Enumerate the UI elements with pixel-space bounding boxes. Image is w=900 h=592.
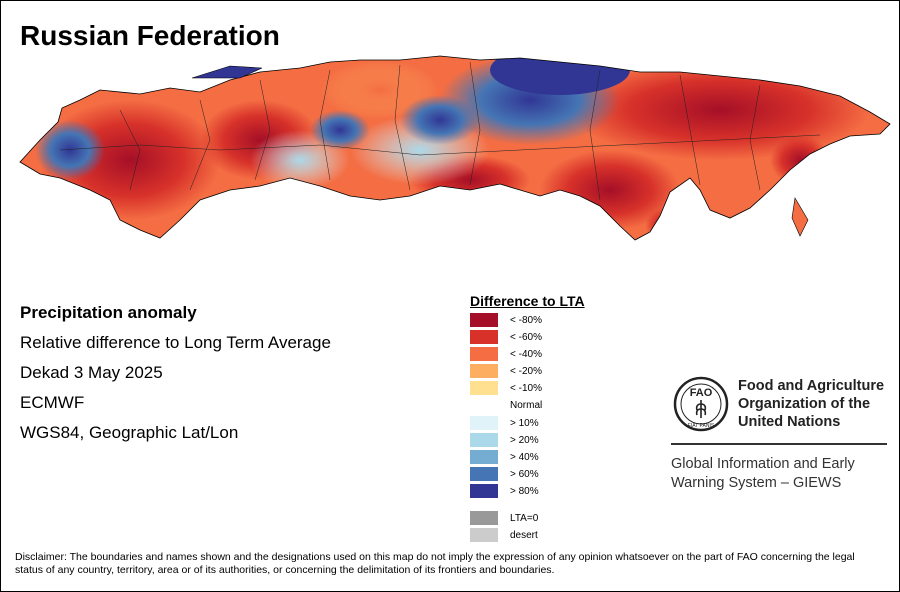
info-heading: Precipitation anomaly bbox=[20, 303, 197, 322]
legend-item: < -20% bbox=[470, 364, 542, 378]
giews-line-1: Global Information and Early bbox=[671, 456, 855, 472]
legend-label: < -20% bbox=[510, 365, 542, 377]
legend-label: > 80% bbox=[510, 485, 539, 497]
legend-item: > 40% bbox=[470, 450, 539, 464]
legend-swatch bbox=[470, 484, 498, 498]
legend-label: < -60% bbox=[510, 331, 542, 343]
legend-item: > 10% bbox=[470, 416, 539, 430]
fao-logo-letters: FAO bbox=[690, 387, 713, 399]
legend-swatch bbox=[470, 364, 498, 378]
anomaly-raster bbox=[20, 56, 890, 240]
precipitation-anomaly-map bbox=[19, 55, 891, 241]
divider bbox=[671, 443, 887, 445]
legend-swatch bbox=[470, 528, 498, 542]
fao-name: Food and Agriculture Organization of the… bbox=[738, 377, 884, 431]
country-outline bbox=[19, 55, 891, 241]
fao-name-line-1: Food and Agriculture bbox=[738, 378, 885, 394]
giews-line-2: Warning System – GIEWS bbox=[671, 475, 842, 491]
legend-item: < -10% bbox=[470, 381, 542, 395]
legend-label: < -40% bbox=[510, 348, 542, 360]
legend-item: < -60% bbox=[470, 330, 542, 344]
legend-item: < -80% bbox=[470, 313, 542, 327]
legend-label: < -80% bbox=[510, 314, 542, 326]
legend-label: > 20% bbox=[510, 434, 539, 446]
legend-title: Difference to LTA bbox=[470, 293, 585, 309]
legend-label: LTA=0 bbox=[510, 512, 539, 524]
legend-swatch bbox=[470, 381, 498, 395]
legend-item: LTA=0 bbox=[470, 511, 538, 525]
novaya-zemlya bbox=[191, 65, 263, 79]
map-title: Russian Federation bbox=[20, 20, 280, 51]
fao-logo: FAO FIAT PANIS bbox=[673, 376, 729, 432]
legend-label: desert bbox=[510, 529, 538, 541]
legend-swatch bbox=[470, 330, 498, 344]
legend-normal-label: Normal bbox=[510, 400, 543, 411]
giews-name: Global Information and Early Warning Sys… bbox=[671, 455, 855, 493]
legend-item: > 80% bbox=[470, 484, 539, 498]
disclaimer-text: Disclaimer: The boundaries and names sho… bbox=[15, 551, 855, 576]
legend-item: > 60% bbox=[470, 467, 539, 481]
legend-swatch bbox=[470, 313, 498, 327]
legend-item: desert bbox=[470, 528, 538, 542]
legend-label: > 40% bbox=[510, 451, 539, 463]
legend-label: > 10% bbox=[510, 417, 539, 429]
info-line-1: Relative difference to Long Term Average bbox=[20, 333, 331, 352]
fao-name-line-2: Organization of the bbox=[738, 396, 871, 412]
info-line-3: ECMWF bbox=[20, 393, 85, 412]
map-info-block: Precipitation anomaly Relative differenc… bbox=[20, 298, 331, 448]
fao-name-line-3: United Nations bbox=[738, 414, 841, 430]
info-line-4: WGS84, Geographic Lat/Lon bbox=[20, 423, 239, 442]
legend-swatch bbox=[470, 347, 498, 361]
legend-swatch bbox=[470, 450, 498, 464]
legend-label: > 60% bbox=[510, 468, 539, 480]
legend-swatch bbox=[470, 416, 498, 430]
legend-item: > 20% bbox=[470, 433, 539, 447]
sakhalin bbox=[791, 197, 809, 237]
legend-swatch bbox=[470, 467, 498, 481]
legend-label: < -10% bbox=[510, 382, 542, 394]
legend-item: < -40% bbox=[470, 347, 542, 361]
region-boundaries bbox=[59, 61, 821, 201]
info-line-2: Dekad 3 May 2025 bbox=[20, 363, 163, 382]
legend-swatch bbox=[470, 433, 498, 447]
legend-swatch bbox=[470, 511, 498, 525]
fao-motto: FIAT PANIS bbox=[688, 423, 715, 429]
